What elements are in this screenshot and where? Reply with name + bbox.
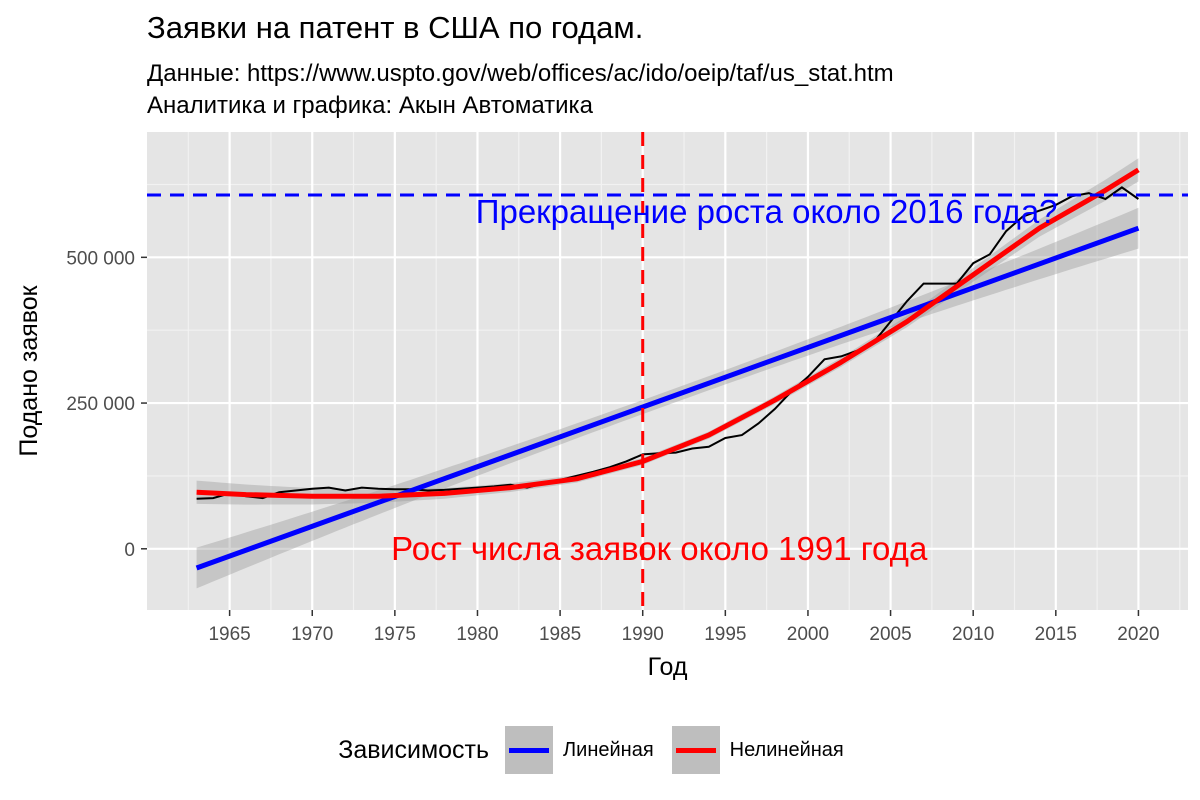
annotation-plateau: Прекращение роста около 2016 года? bbox=[476, 193, 1058, 230]
x-tick-label: 2005 bbox=[869, 624, 911, 645]
x-tick-label: 2020 bbox=[1117, 624, 1159, 645]
annotation-growth: Рост числа заявок около 1991 года bbox=[391, 530, 928, 567]
legend-label-linear: Линейная bbox=[563, 739, 654, 762]
x-tick-label: 2010 bbox=[952, 624, 994, 645]
x-tick-label: 1980 bbox=[456, 624, 498, 645]
y-axis-title: Подано заявок bbox=[15, 284, 43, 456]
legend-title: Зависимость bbox=[338, 736, 489, 765]
legend-key-linear bbox=[505, 726, 553, 774]
y-tick-label: 0 bbox=[124, 540, 135, 561]
x-tick-label: 1970 bbox=[291, 624, 333, 645]
legend: Зависимость Линейная Нелинейная bbox=[0, 722, 1200, 778]
x-tick-label: 1985 bbox=[539, 624, 581, 645]
x-tick-label: 2015 bbox=[1035, 624, 1077, 645]
x-axis-title: Год bbox=[648, 653, 688, 681]
y-tick-label: 250 000 bbox=[66, 394, 135, 415]
x-tick-label: 1965 bbox=[208, 624, 250, 645]
legend-key-nonlinear bbox=[672, 726, 720, 774]
x-tick-label: 1995 bbox=[704, 624, 746, 645]
x-tick-label: 1990 bbox=[622, 624, 664, 645]
x-tick-label: 1975 bbox=[374, 624, 416, 645]
legend-label-nonlinear: Нелинейная bbox=[730, 739, 844, 762]
y-tick-label: 500 000 bbox=[66, 248, 135, 269]
x-tick-label: 2000 bbox=[787, 624, 829, 645]
